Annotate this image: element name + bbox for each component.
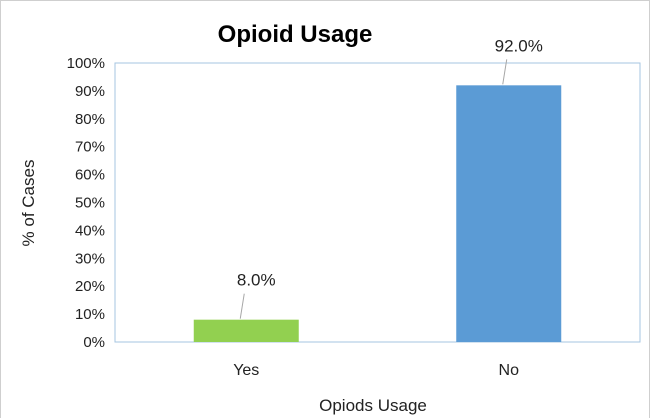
- plot-area: [114, 62, 641, 343]
- y-tick-label: 20%: [75, 278, 105, 295]
- data-label-yes: 8.0%: [237, 271, 276, 290]
- y-tick-label: 100%: [67, 55, 105, 72]
- y-tick-label: 80%: [75, 111, 105, 128]
- y-tick-label: 70%: [75, 139, 105, 156]
- y-tick-label: 90%: [75, 83, 105, 100]
- bars: [193, 85, 562, 342]
- leader-line-yes: [239, 293, 245, 319]
- y-tick-label: 10%: [75, 306, 105, 323]
- y-tick-label: 50%: [75, 195, 105, 212]
- bar-no: [456, 85, 562, 342]
- y-tick-label: 40%: [75, 222, 105, 239]
- chart-title: Opioid Usage: [218, 21, 373, 48]
- x-tick-label: Yes: [233, 362, 259, 379]
- y-tick-label: 0%: [83, 334, 105, 351]
- y-tick-label: 60%: [75, 167, 105, 184]
- x-axis-label: Opiods Usage: [319, 396, 427, 415]
- data-label-leaders: [239, 59, 508, 319]
- x-tick-label: No: [499, 362, 520, 379]
- data-labels: 8.0% 92.0%: [237, 36, 543, 289]
- x-axis-categories: Yes No: [233, 362, 519, 379]
- bar-yes: [193, 319, 299, 342]
- y-tick-label: 30%: [75, 250, 105, 267]
- leader-line-no: [502, 59, 508, 85]
- data-label-no: 92.0%: [495, 36, 543, 55]
- y-axis-ticks: 0% 10% 20% 30% 40% 50% 60% 70% 80% 90% 100%: [67, 55, 105, 351]
- y-axis-label: % of Cases: [19, 160, 38, 247]
